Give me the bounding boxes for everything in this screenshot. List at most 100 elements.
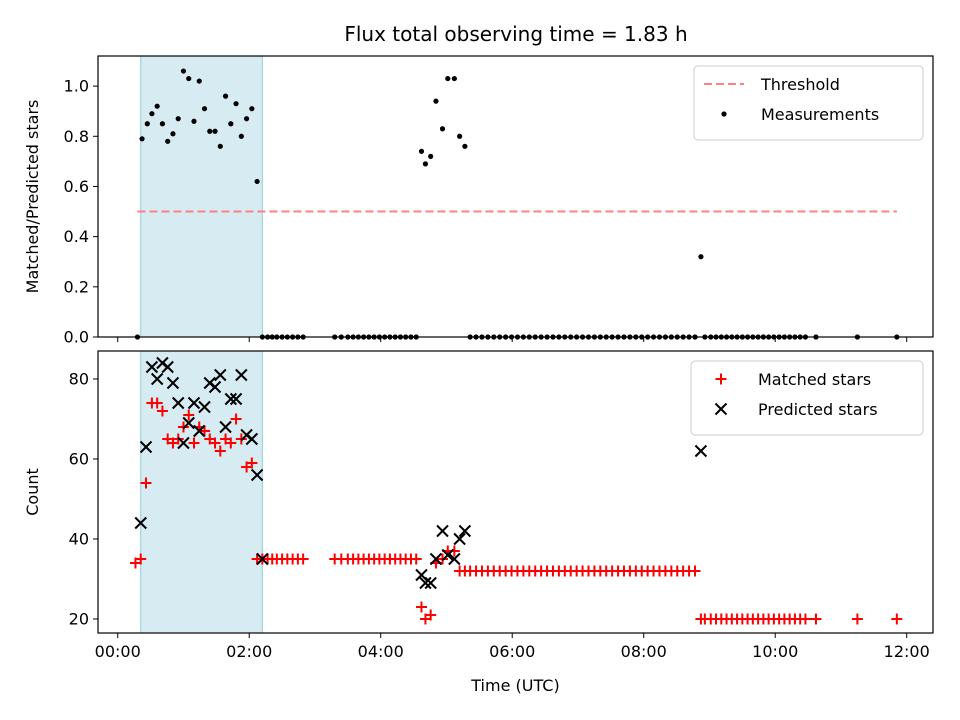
x-tick-label: 02:00 <box>226 642 272 661</box>
data-point <box>175 116 181 122</box>
data-point <box>207 128 213 134</box>
legend: Threshold Measurements <box>693 65 924 141</box>
legend-label: Predicted stars <box>758 400 878 419</box>
data-point <box>139 136 145 142</box>
chart-title: Flux total observing time = 1.83 h <box>344 22 687 46</box>
data-point <box>235 368 248 382</box>
x-tick-label: 08:00 <box>621 642 667 661</box>
data-point <box>453 532 466 546</box>
data-point <box>170 131 176 137</box>
y-tick-label: 0.0 <box>64 328 89 347</box>
data-point <box>154 103 160 109</box>
x-tick-label: 00:00 <box>95 642 141 661</box>
data-point <box>419 576 432 590</box>
y-tick-label: 80 <box>69 370 89 389</box>
data-point <box>891 613 903 625</box>
y-tick-label: 40 <box>69 530 89 549</box>
y-tick-label: 0.8 <box>64 127 89 146</box>
data-point <box>199 425 211 437</box>
data-point <box>159 121 166 127</box>
data-point <box>177 436 190 450</box>
data-point <box>425 609 437 621</box>
data-point <box>212 128 218 134</box>
data-point <box>139 440 153 454</box>
data-point <box>422 161 429 167</box>
legend-box <box>690 360 924 436</box>
data-point <box>214 445 226 457</box>
y-tick-label: 0.6 <box>64 177 89 196</box>
data-point <box>228 121 234 127</box>
data-point <box>145 360 159 374</box>
legend: Matched stars Predicted stars <box>690 360 924 436</box>
data-point <box>799 613 811 625</box>
data-point <box>140 477 152 489</box>
data-point <box>418 148 425 154</box>
data-point <box>451 75 457 82</box>
data-point <box>689 565 701 577</box>
data-point <box>183 409 195 421</box>
data-point <box>243 116 250 122</box>
data-point <box>135 553 147 565</box>
data-point <box>249 106 255 112</box>
y-axis-label: Matched/Predicted stars <box>23 100 42 294</box>
data-point <box>254 178 260 185</box>
data-point <box>445 75 451 82</box>
data-point <box>448 552 461 566</box>
y-tick-label: 0.2 <box>64 277 89 296</box>
data-point <box>151 397 163 409</box>
data-point <box>201 106 208 112</box>
data-point <box>222 93 229 99</box>
data-point <box>433 98 439 104</box>
data-point <box>462 143 468 149</box>
data-point <box>245 432 259 446</box>
top-panel-ratio: 0.0 0.2 0.4 0.6 0.8 1.0 Matched/Predicted star… <box>23 55 934 347</box>
data-point <box>180 68 187 74</box>
shaded-interval <box>140 55 263 338</box>
data-point <box>186 75 192 82</box>
legend-label: Matched stars <box>758 370 871 389</box>
data-point <box>698 254 704 260</box>
y-axis-label: Count <box>23 468 42 516</box>
data-point <box>224 392 238 406</box>
data-point <box>297 553 309 565</box>
data-point <box>191 118 197 124</box>
data-point <box>439 126 446 132</box>
axes-frame <box>97 55 934 338</box>
legend-label: Measurements <box>761 105 879 124</box>
data-point <box>209 437 221 449</box>
data-point <box>198 400 211 414</box>
data-point <box>134 516 147 530</box>
data-point <box>156 405 168 417</box>
data-point <box>436 524 449 538</box>
legend-box <box>693 65 924 141</box>
y-tick-label: 60 <box>69 450 89 469</box>
data-point <box>441 548 454 562</box>
x-tick-label: 10:00 <box>752 642 798 661</box>
data-point <box>217 143 223 149</box>
bottom-panel-counts: 20 40 60 80 00:00 02:00 04:00 06:00 08:00 10:00 12… <box>23 350 934 695</box>
data-point <box>233 101 239 107</box>
data-point <box>225 437 237 449</box>
data-point <box>150 372 164 386</box>
y-tick-label: 1.0 <box>64 77 89 96</box>
data-point <box>230 413 242 425</box>
data-point <box>219 420 232 434</box>
data-point <box>424 576 437 590</box>
data-point <box>208 380 222 394</box>
data-point <box>214 368 227 382</box>
data-point <box>238 133 244 139</box>
data-point <box>229 392 243 406</box>
data-point <box>193 424 206 438</box>
data-point <box>161 360 174 374</box>
y-tick-label: 20 <box>69 610 89 629</box>
data-point <box>172 396 185 410</box>
data-point <box>458 524 472 538</box>
data-point <box>428 153 434 159</box>
axes-frame <box>97 350 934 634</box>
data-point <box>182 416 195 430</box>
x-tick-label: 04:00 <box>358 642 404 661</box>
data-point <box>410 553 422 565</box>
data-point <box>429 552 443 566</box>
legend-handle <box>714 402 728 416</box>
legend-handle <box>721 111 727 117</box>
